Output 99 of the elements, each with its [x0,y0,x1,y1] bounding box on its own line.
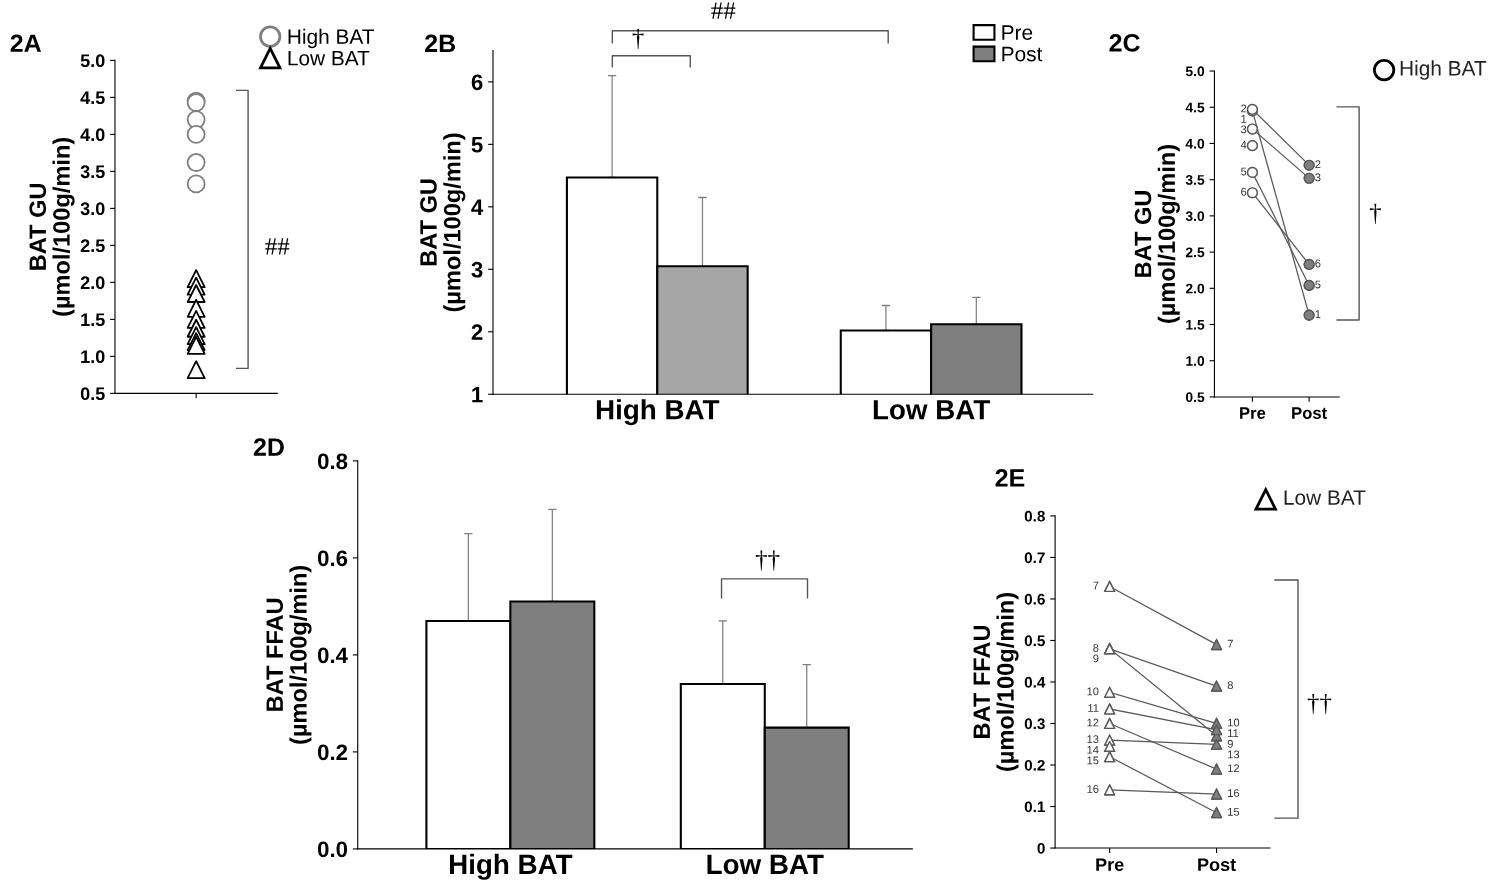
chart-title: 2B [425,34,456,52]
chart-title: 2A [10,34,42,52]
x-tick-label: Low BAT [873,400,990,420]
y-tick-label: 0.4 [1024,676,1046,688]
y-tick-label: 0.8 [1024,510,1045,522]
legend-title: High BAT [1400,60,1487,80]
legend-title: Low BAT [1284,490,1366,505]
series-label: 1 [1315,310,1321,318]
y-tick-label: 0.1 [1024,801,1045,813]
annotation: †† [755,550,780,571]
series-label: 15 [1087,756,1099,765]
y-tick-label: 3.0 [1185,211,1205,222]
y-axis-title: BAT GU (µmol/100g/min) [29,137,75,316]
legend-label: Pre [1002,25,1033,40]
series-label: 8 [1093,643,1099,652]
text: 15 [1228,807,1240,816]
text: 16 [1228,789,1240,798]
y-tick-label: 3 [471,261,483,278]
y-tick-label: 0.5 [80,387,105,401]
y-tick-label: 3.5 [1185,175,1205,185]
text: 8 [1227,681,1233,690]
y-tick-label: 0.6 [317,550,348,567]
series-label: 13 [1087,735,1099,744]
y-tick-label: 5.0 [80,54,105,68]
y-tick-label: 1.0 [1186,356,1205,366]
y-tick-label: 0.6 [1024,593,1045,605]
series-label: 6 [1241,187,1247,196]
y-tick-label: 0.8 [317,453,348,470]
chart-title: 2E [995,469,1025,487]
text: † [1369,203,1381,225]
legend-label: Post [1002,46,1043,62]
text: 5 [1241,167,1247,176]
y-tick-label: 0.3 [1024,718,1045,730]
annotation: ## [265,238,290,255]
y-tick-label: 0.4 [317,647,348,664]
y-tick-label: 6 [471,74,483,91]
text: 6 [1315,259,1321,268]
y-tick-label: 0.5 [1024,635,1045,647]
text: 13 [1240,115,1247,134]
series-label: 3 [1315,173,1321,182]
series-label: 11 [1088,704,1099,712]
x-tick-label: Post [1292,407,1327,419]
series-label: 14 [1087,745,1099,754]
y-axis-title: BAT FFAU (µmol/100g/min) [973,593,1019,771]
chart-title: 2D [253,438,284,456]
text: 11 [1228,729,1239,737]
x-tick-label: Low BAT [707,854,824,875]
y-tick-label: 0.0 [317,841,348,858]
y-tick-label: 1.5 [1186,319,1205,330]
y-tick-label: 4 [471,199,484,215]
text: †† [1307,693,1332,715]
y-tick-label: 3.5 [80,165,105,179]
legend-label: Low BAT [288,51,370,66]
series-label: 12 [1087,718,1099,727]
y-axis-title: BAT GU (µmol/100g/min) [420,133,466,312]
text: 2 [1315,160,1321,169]
y-tick-label: 4.5 [1185,102,1205,113]
y-tick-label: 5 [471,137,483,153]
y-tick-label: 0.2 [1024,759,1045,771]
y-tick-label: 2.5 [1185,247,1205,258]
text: 13 [1228,750,1240,759]
series-label: 7 [1093,581,1099,590]
series-label: 2 [1241,104,1247,113]
text: ## [711,2,736,19]
y-axis-title: BAT FFAU (µmol/100g/min) [266,565,312,744]
y-tick-label: 1 [472,387,483,403]
y-tick-label: 3.0 [80,202,105,216]
y-tick-label: 2.0 [1185,283,1205,294]
y-tick-label: 5.0 [1185,66,1205,77]
y-axis-title: BAT GU (µmol/100g/min) [1134,145,1180,323]
y-tick-label: 0.2 [317,744,348,761]
text: 10 [1228,718,1240,727]
x-tick-label: High BAT [449,853,573,880]
series-label: 4 [1240,140,1247,149]
text: † [632,28,644,50]
y-tick-label: 2 [471,324,483,340]
y-tick-label: 0.7 [1024,552,1045,564]
chart-title: 2C [1109,33,1140,52]
y-tick-label: 1.5 [81,313,105,327]
text: 12 [1228,764,1240,773]
series-label: 5 [1315,280,1321,289]
text: 9 [1093,654,1099,663]
series-label: 16 [1087,785,1099,793]
y-tick-label: 1.0 [81,350,105,364]
x-tick-label: Pre [1096,858,1124,872]
y-tick-label: 2.5 [80,239,105,253]
y-tick-label: 4.0 [80,128,105,142]
y-tick-label: 4.0 [1185,138,1205,149]
series-label: 10 [1087,687,1099,696]
x-tick-label: Post [1198,858,1236,872]
y-tick-label: 2.0 [80,276,105,290]
series-label: 9 [1227,739,1233,748]
y-tick-label: 0.5 [1185,392,1205,403]
x-tick-label: High BAT [596,399,720,426]
y-tick-label: 4.5 [80,91,105,105]
x-tick-label: Pre [1240,407,1266,419]
text: 7 [1227,639,1233,648]
y-tick-label: 0 [1037,842,1045,854]
legend-label: High BAT [288,28,375,49]
